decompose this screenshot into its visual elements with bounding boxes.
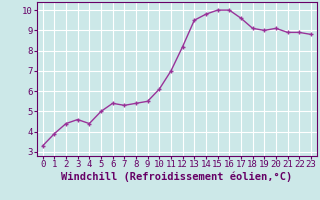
- X-axis label: Windchill (Refroidissement éolien,°C): Windchill (Refroidissement éolien,°C): [61, 172, 292, 182]
